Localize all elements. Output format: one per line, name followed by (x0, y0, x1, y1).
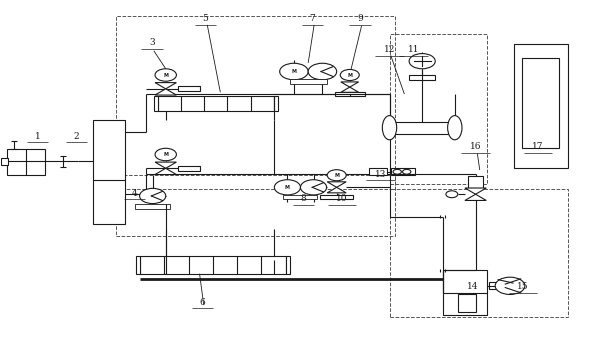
Text: 2: 2 (74, 132, 80, 141)
Bar (468, 176, 483, 188)
Polygon shape (155, 89, 176, 95)
Ellipse shape (383, 116, 397, 140)
Bar (136, 256, 140, 274)
Bar (320, 195, 353, 200)
Circle shape (409, 53, 435, 69)
Circle shape (300, 180, 327, 195)
Bar (135, 204, 170, 209)
Circle shape (393, 169, 402, 174)
Circle shape (140, 188, 166, 204)
Circle shape (274, 180, 300, 195)
Bar (290, 79, 327, 84)
Polygon shape (341, 87, 359, 92)
Text: 11: 11 (408, 45, 419, 54)
Bar (177, 86, 200, 91)
Text: 17: 17 (532, 142, 544, 151)
Text: M: M (347, 73, 352, 77)
Circle shape (308, 63, 337, 80)
Polygon shape (327, 182, 346, 187)
Bar (443, 270, 487, 315)
Text: 9: 9 (357, 14, 363, 23)
Circle shape (403, 169, 411, 174)
Circle shape (327, 170, 346, 181)
Bar (140, 256, 286, 274)
Bar (458, 295, 475, 312)
Text: 14: 14 (467, 282, 478, 291)
Text: M: M (163, 73, 168, 77)
Bar (488, 282, 497, 289)
Circle shape (495, 277, 525, 295)
Bar (335, 92, 365, 96)
Text: 6: 6 (200, 298, 205, 306)
Polygon shape (465, 188, 486, 194)
Text: M: M (163, 152, 168, 157)
Circle shape (340, 69, 359, 81)
Text: 8: 8 (300, 194, 306, 203)
Text: 1: 1 (35, 132, 40, 141)
Bar (117, 175, 396, 236)
Text: 4: 4 (131, 189, 137, 198)
Bar (409, 75, 435, 80)
Text: 16: 16 (470, 142, 481, 151)
Bar (390, 122, 455, 134)
Text: 5: 5 (202, 14, 208, 23)
Circle shape (280, 63, 308, 80)
Polygon shape (155, 168, 176, 175)
Text: 10: 10 (336, 194, 347, 203)
Polygon shape (341, 82, 359, 87)
Circle shape (155, 148, 176, 161)
Bar (390, 34, 487, 184)
Text: M: M (292, 69, 296, 74)
Bar (117, 16, 396, 189)
Circle shape (446, 191, 458, 198)
Bar (154, 96, 158, 111)
Text: 13: 13 (375, 170, 386, 179)
Bar (390, 189, 568, 317)
Bar (283, 195, 318, 199)
Bar (93, 120, 126, 223)
Ellipse shape (447, 116, 462, 140)
Text: 7: 7 (309, 14, 315, 23)
Bar (177, 166, 200, 171)
Circle shape (155, 69, 176, 81)
Bar (514, 44, 568, 168)
Bar (1, 158, 8, 165)
Bar (392, 168, 415, 175)
Polygon shape (465, 194, 486, 201)
Bar (369, 168, 387, 175)
Text: M: M (334, 173, 339, 178)
Bar (274, 96, 278, 111)
Text: 15: 15 (517, 282, 529, 291)
Text: 12: 12 (384, 45, 395, 54)
Polygon shape (155, 162, 176, 168)
Polygon shape (155, 83, 176, 89)
Text: M: M (285, 185, 290, 190)
Bar (7, 149, 45, 175)
Text: 3: 3 (149, 39, 155, 47)
Bar (286, 256, 290, 274)
Bar (522, 58, 559, 147)
Bar (158, 96, 274, 111)
Polygon shape (327, 187, 346, 193)
